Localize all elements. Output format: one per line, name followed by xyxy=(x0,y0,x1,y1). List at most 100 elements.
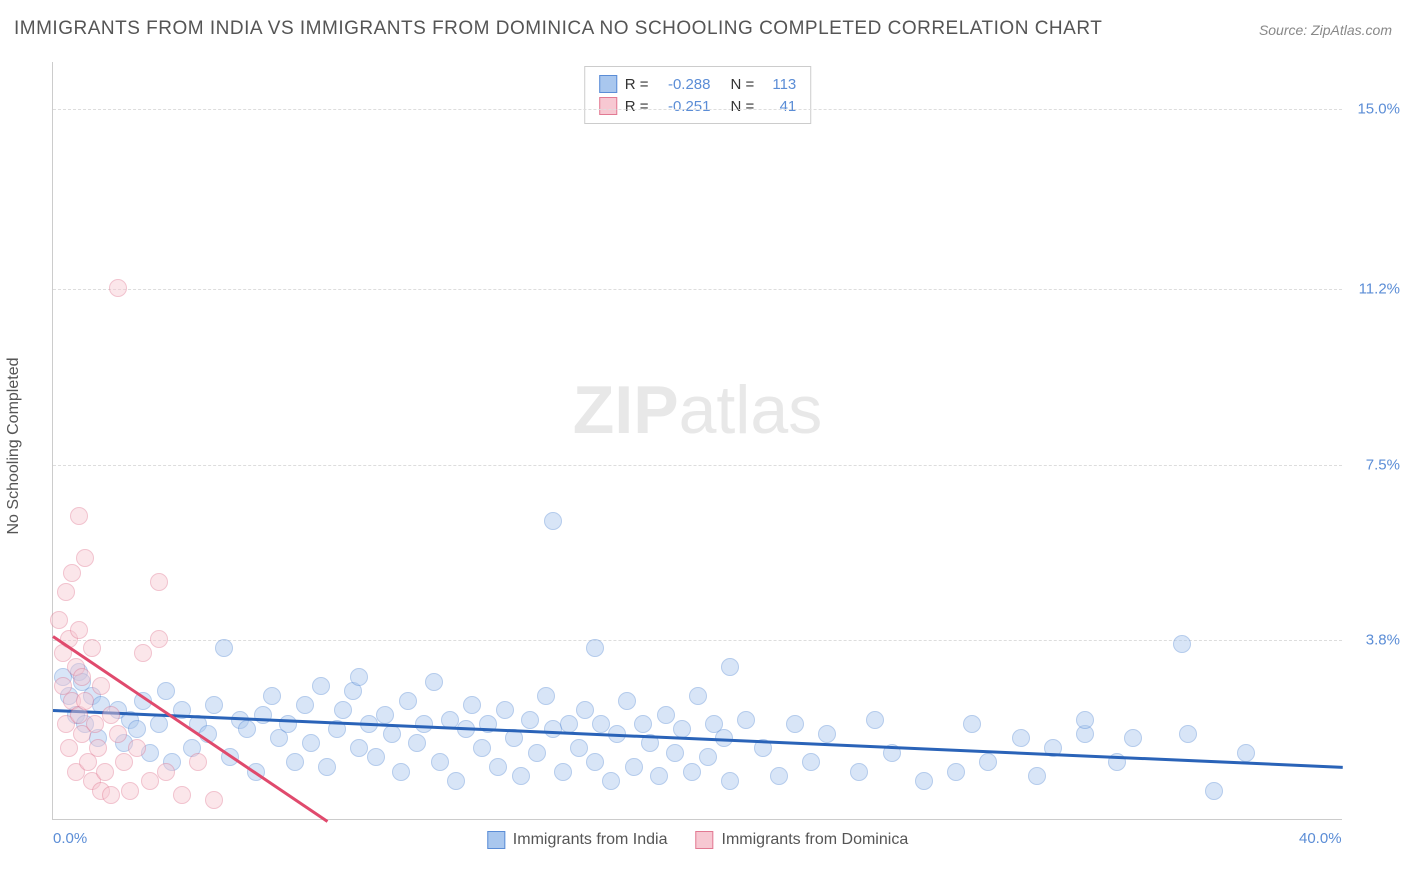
data-point xyxy=(521,711,539,729)
legend-r-value: -0.288 xyxy=(657,76,711,93)
data-point xyxy=(431,753,449,771)
data-point xyxy=(83,639,101,657)
data-point xyxy=(544,512,562,530)
data-point xyxy=(657,706,675,724)
data-point xyxy=(115,753,133,771)
data-point xyxy=(625,758,643,776)
data-point xyxy=(73,668,91,686)
data-point xyxy=(76,692,94,710)
data-point xyxy=(128,720,146,738)
data-point xyxy=(121,782,139,800)
data-point xyxy=(334,701,352,719)
gridline xyxy=(53,109,1342,110)
data-point xyxy=(947,763,965,781)
data-point xyxy=(350,739,368,757)
data-point xyxy=(1076,711,1094,729)
data-point xyxy=(312,677,330,695)
legend-n-label: N = xyxy=(731,98,755,115)
correlation-legend: R =-0.288N =113R =-0.251N =41 xyxy=(584,66,812,124)
legend-swatch xyxy=(599,75,617,93)
data-point xyxy=(721,658,739,676)
data-point xyxy=(770,767,788,785)
data-point xyxy=(586,639,604,657)
x-tick-label: 40.0% xyxy=(1299,830,1342,847)
data-point xyxy=(350,668,368,686)
x-tick-label: 0.0% xyxy=(53,830,87,847)
data-point xyxy=(683,763,701,781)
data-point xyxy=(1124,729,1142,747)
data-point xyxy=(586,753,604,771)
data-point xyxy=(673,720,691,738)
data-point xyxy=(528,744,546,762)
data-point xyxy=(109,279,127,297)
data-point xyxy=(689,687,707,705)
legend-r-label: R = xyxy=(625,98,649,115)
data-point xyxy=(489,758,507,776)
data-point xyxy=(279,715,297,733)
data-point xyxy=(367,748,385,766)
data-point xyxy=(802,753,820,771)
gridline xyxy=(53,640,1342,641)
data-point xyxy=(818,725,836,743)
data-point xyxy=(979,753,997,771)
data-point xyxy=(737,711,755,729)
legend-r-value: -0.251 xyxy=(657,98,711,115)
legend-swatch xyxy=(696,831,714,849)
data-point xyxy=(70,621,88,639)
data-point xyxy=(554,763,572,781)
data-point xyxy=(1012,729,1030,747)
data-point xyxy=(408,734,426,752)
data-point xyxy=(850,763,868,781)
data-point xyxy=(109,725,127,743)
data-point xyxy=(1179,725,1197,743)
data-point xyxy=(57,583,75,601)
data-point xyxy=(76,549,94,567)
data-point xyxy=(666,744,684,762)
data-point xyxy=(721,772,739,790)
data-point xyxy=(70,507,88,525)
data-point xyxy=(602,772,620,790)
legend-label: Immigrants from India xyxy=(513,831,668,849)
data-point xyxy=(915,772,933,790)
data-point xyxy=(592,715,610,733)
y-tick-label: 3.8% xyxy=(1350,631,1400,648)
data-point xyxy=(1173,635,1191,653)
data-point xyxy=(963,715,981,733)
legend-r-label: R = xyxy=(625,76,649,93)
data-point xyxy=(383,725,401,743)
data-point xyxy=(463,696,481,714)
data-point xyxy=(302,734,320,752)
data-point xyxy=(512,767,530,785)
plot-area: ZIPatlas R =-0.288N =113R =-0.251N =41 I… xyxy=(52,62,1342,820)
data-point xyxy=(392,763,410,781)
data-point xyxy=(425,673,443,691)
data-point xyxy=(205,696,223,714)
watermark: ZIPatlas xyxy=(573,371,822,449)
data-point xyxy=(699,748,717,766)
data-point xyxy=(205,791,223,809)
data-point xyxy=(141,772,159,790)
data-point xyxy=(173,786,191,804)
y-tick-label: 15.0% xyxy=(1350,101,1400,118)
legend-item: Immigrants from Dominica xyxy=(696,831,909,849)
data-point xyxy=(1237,744,1255,762)
data-point xyxy=(50,611,68,629)
data-point xyxy=(399,692,417,710)
data-point xyxy=(634,715,652,733)
data-point xyxy=(157,682,175,700)
legend-n-value: 113 xyxy=(762,76,796,93)
data-point xyxy=(650,767,668,785)
legend-swatch xyxy=(487,831,505,849)
data-point xyxy=(238,720,256,738)
data-point xyxy=(63,564,81,582)
legend-n-label: N = xyxy=(731,76,755,93)
data-point xyxy=(318,758,336,776)
data-point xyxy=(570,739,588,757)
data-point xyxy=(618,692,636,710)
data-point xyxy=(496,701,514,719)
data-point xyxy=(60,739,78,757)
data-point xyxy=(447,772,465,790)
legend-stat-row: R = -0.288 N = 113 xyxy=(599,73,797,95)
data-point xyxy=(128,739,146,757)
data-point xyxy=(150,573,168,591)
